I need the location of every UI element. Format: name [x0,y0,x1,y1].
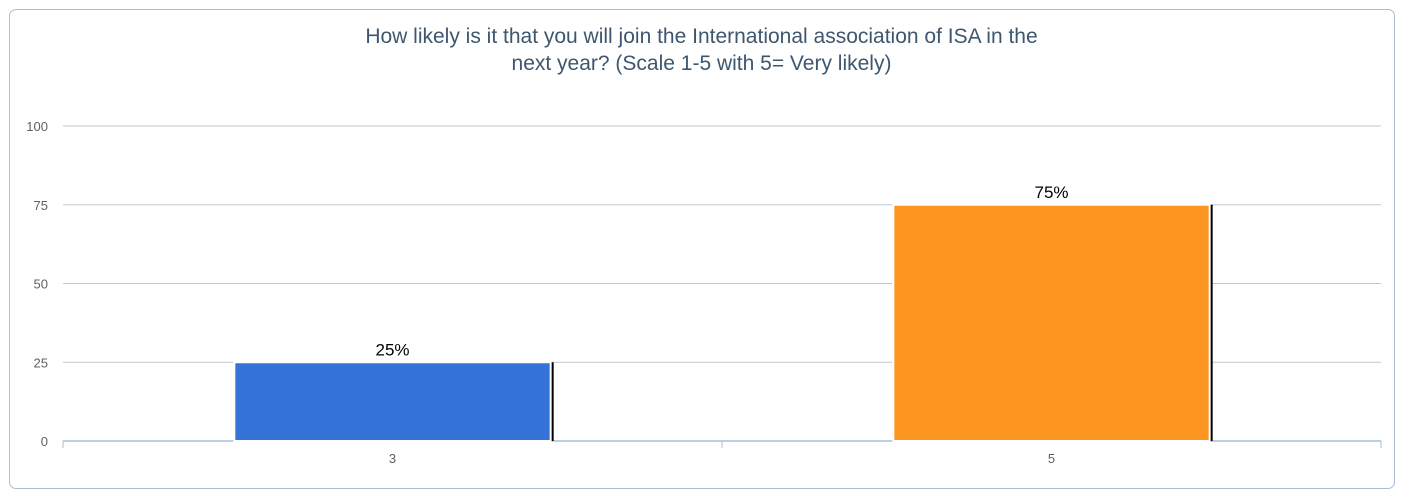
chart-title-line-1: How likely is it that you will join the … [365,25,1038,48]
bar-5[interactable] [892,203,1211,442]
chart-title: How likely is it that you will join the … [0,23,1403,77]
x-tick-label: 5 [1048,451,1055,466]
bars [233,203,1213,442]
data-label: 75% [1034,183,1068,202]
x-axis [62,440,1382,448]
x-tick-label: 3 [389,451,396,466]
chart-title-line-2: next year? (Scale 1-5 with 5= Very likel… [511,52,892,75]
y-axis-ticks: 0 25 50 75 100 [26,119,48,449]
y-tick-label: 25 [34,355,48,370]
data-labels: 25% 75% [375,183,1068,360]
y-tick-label: 50 [34,277,48,292]
data-label: 25% [375,340,409,359]
y-tick-label: 0 [41,434,48,449]
y-tick-label: 100 [26,119,48,134]
bar-3[interactable] [233,361,552,442]
y-tick-label: 75 [34,198,48,213]
